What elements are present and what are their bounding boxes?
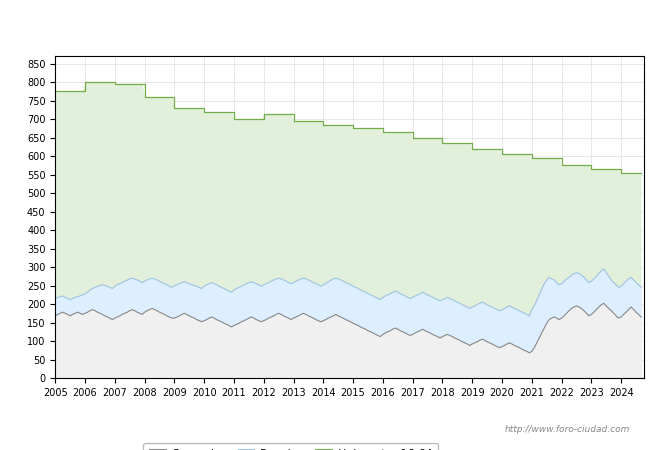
Text: Esgos - Evolucion de la poblacion en edad de Trabajar Septiembre de 2024: Esgos - Evolucion de la poblacion en eda…: [63, 17, 587, 30]
Legend: Ocupados, Parados, Hab. entre 16-64: Ocupados, Parados, Hab. entre 16-64: [144, 443, 437, 450]
Text: http://www.foro-ciudad.com: http://www.foro-ciudad.com: [505, 425, 630, 434]
